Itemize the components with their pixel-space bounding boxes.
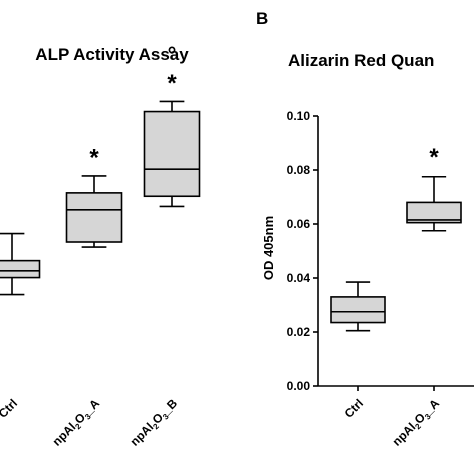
panel-alizarin-red: B Alizarin Red Quan OD 405nm 0.00 0.02 0.0… bbox=[256, 9, 474, 450]
annotation-asterisk: * bbox=[429, 144, 439, 171]
category-label-npAl2O3_A: npAl2O3_A bbox=[390, 396, 444, 450]
y-tick-label: 0.06 bbox=[287, 217, 311, 231]
chart-title-alizarin: Alizarin Red Quan bbox=[288, 51, 434, 70]
y-tick-label: 0.04 bbox=[287, 271, 311, 285]
panel-letter-b: B bbox=[256, 9, 268, 28]
chart-title-alp: ALP Activity Assay bbox=[35, 45, 189, 64]
y-axis-label-alizarin: OD 405nm bbox=[261, 216, 276, 280]
box-iqr bbox=[0, 259, 41, 279]
box-npAl2O3_A bbox=[65, 175, 123, 248]
box-iqr bbox=[330, 296, 386, 324]
category-label-Ctrl: Ctrl bbox=[0, 396, 20, 421]
box-Ctrl bbox=[0, 232, 41, 296]
y-tick-label: 0.10 bbox=[287, 109, 311, 123]
category-label-npAl2O3_B: npAl2O3_B bbox=[128, 396, 182, 450]
box-npAl2O3_B bbox=[143, 100, 201, 208]
box-npAl2O3_A bbox=[406, 175, 462, 232]
box-Ctrl bbox=[330, 281, 386, 332]
panel-alp-activity: ALP Activity Assay * * ° Ctrl npAl2O3_A npAl2… bbox=[0, 42, 201, 450]
alp-plot-area: * * ° Ctrl npAl2O3_A npAl2O3_B bbox=[0, 42, 201, 450]
box-iqr bbox=[406, 201, 462, 224]
category-label-Ctrl: Ctrl bbox=[342, 396, 367, 421]
box-iqr bbox=[143, 110, 201, 198]
y-tick-label: 0.08 bbox=[287, 163, 311, 177]
box-iqr bbox=[65, 192, 123, 243]
annotation-asterisk: * bbox=[89, 145, 99, 172]
y-tick-label: 0.02 bbox=[287, 325, 311, 339]
annotation-asterisk: * bbox=[167, 70, 177, 97]
y-tick-label: 0.00 bbox=[287, 379, 311, 393]
annotation-circle: ° bbox=[168, 42, 177, 67]
category-label-npAl2O3_A: npAl2O3_A bbox=[50, 396, 104, 450]
